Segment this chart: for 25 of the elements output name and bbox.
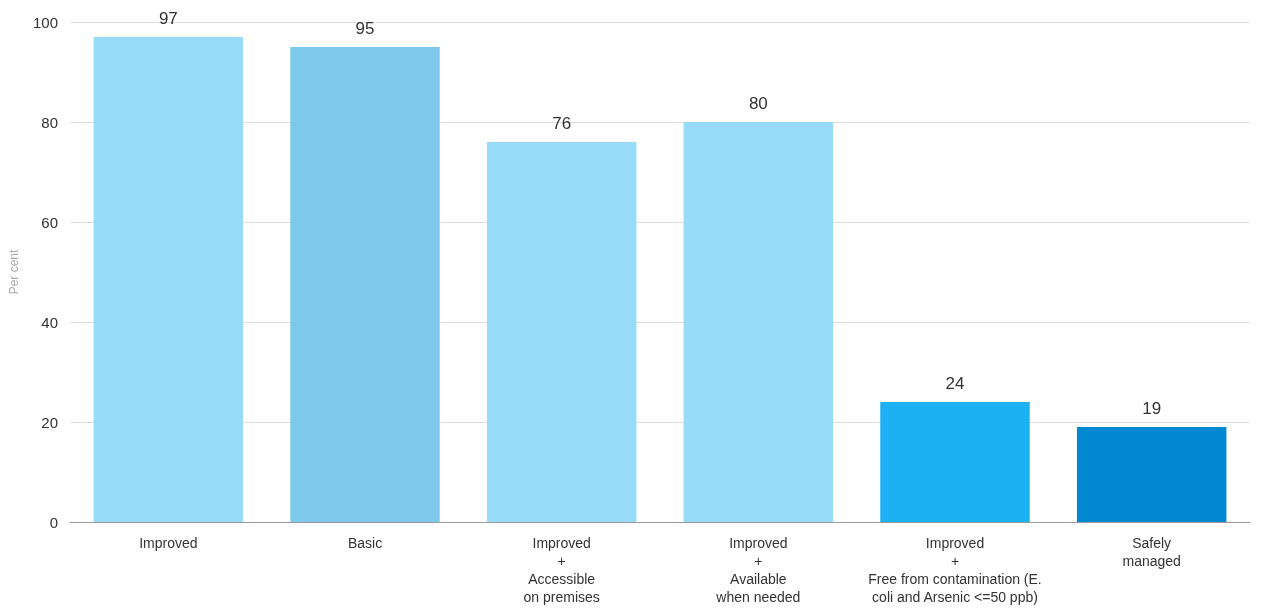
y-tick-label: 0 (49, 513, 58, 531)
x-tick-label: Improved + Accessible on premises (523, 535, 600, 605)
x-tick-label: Improved (139, 535, 198, 551)
y-tick-label: 100 (32, 13, 58, 31)
data-label: 97 (158, 9, 178, 28)
y-axis-title: Per cent (7, 249, 21, 295)
data-label: 76 (552, 114, 572, 133)
data-label: 19 (1142, 399, 1162, 418)
bar (290, 47, 440, 522)
bar (683, 122, 834, 522)
bar (486, 142, 637, 522)
bar (1076, 427, 1227, 522)
y-tick-label: 60 (41, 213, 58, 231)
x-tick-label: Improved + Available when needed (715, 535, 801, 605)
y-tick-label: 20 (41, 413, 58, 431)
x-tick-label: Improved + Free from contamination (E. coli and Arsenic <=50 ppb) (868, 535, 1042, 605)
data-label: 80 (748, 94, 768, 113)
x-tick-label: Safely managed (1122, 535, 1181, 569)
data-label: 24 (945, 374, 965, 393)
x-tick-label: Basic (347, 535, 383, 551)
bar (880, 402, 1030, 522)
bar (93, 37, 244, 522)
y-tick-label: 80 (41, 113, 58, 131)
data-label: 95 (355, 19, 375, 38)
y-tick-label: 40 (41, 313, 58, 331)
